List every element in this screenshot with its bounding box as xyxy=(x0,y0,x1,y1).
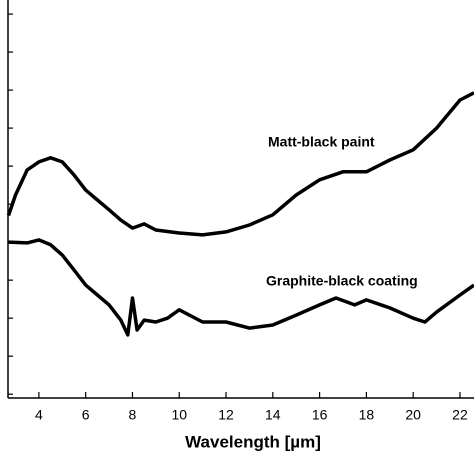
x-tick-label: 18 xyxy=(359,407,375,423)
line xyxy=(8,238,474,337)
x-tick-label: 22 xyxy=(452,407,468,423)
line xyxy=(6,91,474,237)
x-tick-label: 6 xyxy=(82,407,90,423)
x-axis-label: Wavelength [µm] xyxy=(185,432,321,451)
x-tick-label: 16 xyxy=(312,407,328,423)
x-tick-label: 8 xyxy=(129,407,137,423)
x-tick-label: 4 xyxy=(35,407,43,423)
x-tick-label: 14 xyxy=(265,407,281,423)
x-tick-label: 20 xyxy=(405,407,421,423)
x-tick-label: 10 xyxy=(171,407,187,423)
x-tick-label: 12 xyxy=(218,407,234,423)
annotation: Matt-black paint xyxy=(268,134,375,150)
annotation: Graphite-black coating xyxy=(266,273,418,289)
